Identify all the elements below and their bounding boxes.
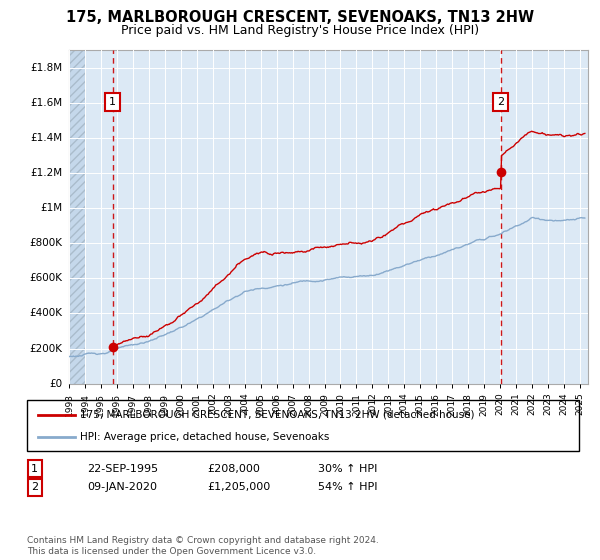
Text: 175, MARLBOROUGH CRESCENT, SEVENOAKS, TN13 2HW: 175, MARLBOROUGH CRESCENT, SEVENOAKS, TN… [66, 10, 534, 25]
Text: HPI: Average price, detached house, Sevenoaks: HPI: Average price, detached house, Seve… [80, 432, 329, 442]
Text: 1: 1 [31, 464, 38, 474]
Text: £600K: £600K [29, 273, 62, 283]
Text: £1.4M: £1.4M [30, 133, 62, 143]
Text: Contains HM Land Registry data © Crown copyright and database right 2024.
This d: Contains HM Land Registry data © Crown c… [27, 536, 379, 556]
Text: 22-SEP-1995: 22-SEP-1995 [87, 464, 158, 474]
Text: £1.8M: £1.8M [30, 63, 62, 73]
Text: £1,205,000: £1,205,000 [207, 482, 270, 492]
Bar [69, 50, 85, 384]
Text: 175, MARLBOROUGH CRESCENT, SEVENOAKS, TN13 2HW (detached house): 175, MARLBOROUGH CRESCENT, SEVENOAKS, TN… [80, 409, 475, 419]
Text: 54% ↑ HPI: 54% ↑ HPI [318, 482, 377, 492]
Text: £1M: £1M [40, 203, 62, 213]
Text: £1.2M: £1.2M [30, 168, 62, 178]
Text: £208,000: £208,000 [207, 464, 260, 474]
Text: 1: 1 [109, 97, 116, 107]
Text: £200K: £200K [29, 343, 62, 353]
Text: 2: 2 [497, 97, 504, 107]
Text: £800K: £800K [29, 239, 62, 248]
Text: £400K: £400K [29, 309, 62, 319]
Text: 30% ↑ HPI: 30% ↑ HPI [318, 464, 377, 474]
Text: £0: £0 [49, 379, 62, 389]
Text: Price paid vs. HM Land Registry's House Price Index (HPI): Price paid vs. HM Land Registry's House … [121, 24, 479, 36]
Text: 2: 2 [31, 482, 38, 492]
Text: 09-JAN-2020: 09-JAN-2020 [87, 482, 157, 492]
Text: £1.6M: £1.6M [30, 98, 62, 108]
